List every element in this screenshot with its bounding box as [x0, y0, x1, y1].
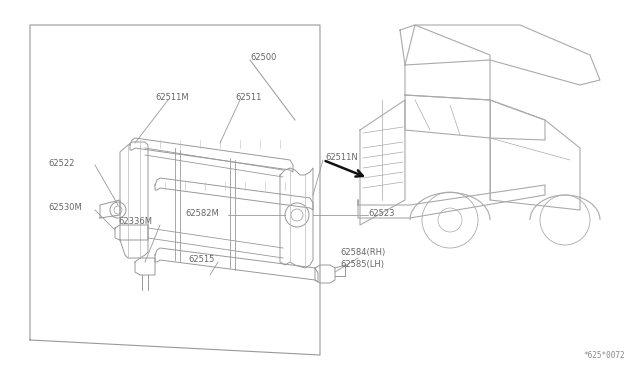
- Text: 62336M: 62336M: [118, 218, 152, 227]
- Text: 62584(RH): 62584(RH): [340, 247, 385, 257]
- Text: 62522: 62522: [48, 158, 74, 167]
- Text: *625*0072: *625*0072: [584, 351, 625, 360]
- Text: 62523: 62523: [368, 208, 394, 218]
- Text: 62585(LH): 62585(LH): [340, 260, 384, 269]
- Text: 62511N: 62511N: [325, 153, 358, 161]
- Text: 62511: 62511: [235, 93, 261, 102]
- Text: 62500: 62500: [250, 54, 276, 62]
- Text: 62582M: 62582M: [185, 208, 219, 218]
- Text: 62530M: 62530M: [48, 202, 82, 212]
- Text: 62511M: 62511M: [155, 93, 189, 102]
- Text: 62515: 62515: [188, 256, 214, 264]
